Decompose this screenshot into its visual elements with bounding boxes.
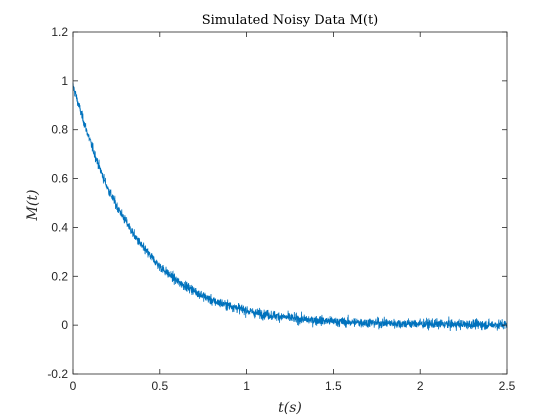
y-tick-label: 1 <box>61 74 68 88</box>
y-tick-label: 0.4 <box>51 220 68 234</box>
x-tick-label: 1 <box>243 379 250 393</box>
y-tick-label: 0.6 <box>51 172 68 186</box>
series-line <box>72 82 508 332</box>
y-tick-label: 1.2 <box>51 25 68 39</box>
y-tick-label: -0.2 <box>47 367 68 381</box>
chart-title: Simulated Noisy Data M(t) <box>202 13 379 28</box>
y-tick-label: 0.8 <box>51 123 68 137</box>
plot-area: 0 0.5 1 1.5 2 2.5-0.200.20.40.60.811.2 <box>47 25 515 393</box>
x-tick-label: 2.5 <box>499 379 516 393</box>
y-tick-label: 0.2 <box>51 269 68 283</box>
x-tick-label: 1.5 <box>325 379 342 393</box>
x-tick-label: 0.5 <box>151 379 168 393</box>
x-tick-label: 2 <box>417 379 424 393</box>
x-tick-label: 0 <box>70 379 77 393</box>
x-axis-label: t(s) <box>278 400 302 416</box>
y-tick-label: 0 <box>61 318 68 332</box>
axes-box <box>72 31 508 375</box>
y-axis-label: M(t) <box>25 190 41 222</box>
